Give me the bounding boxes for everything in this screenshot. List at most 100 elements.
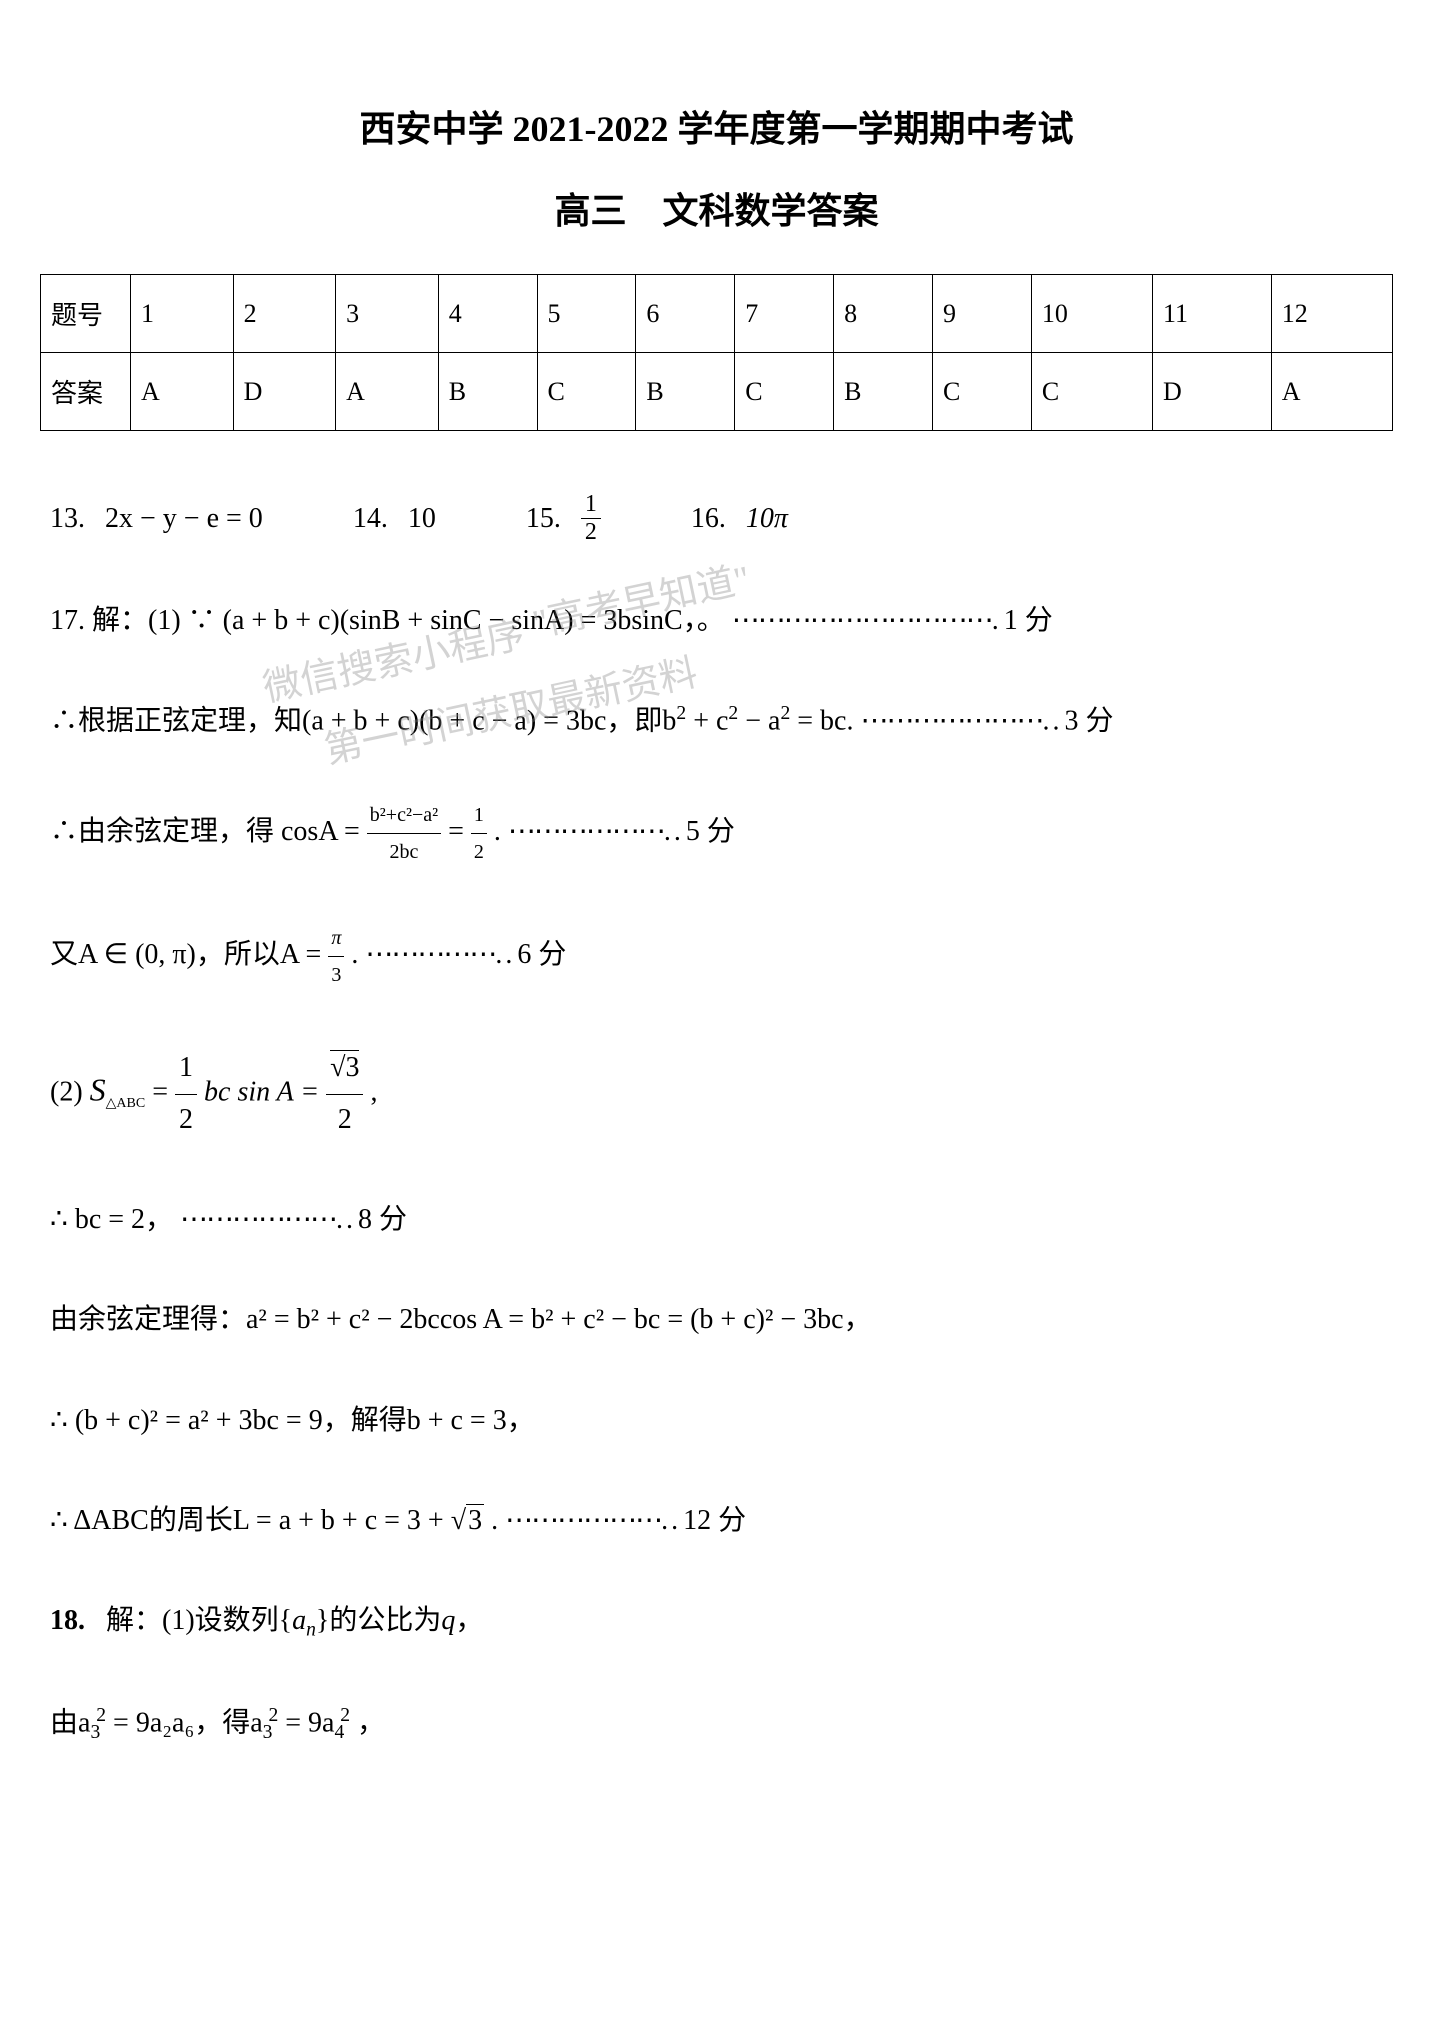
- ans-6: B: [636, 353, 735, 431]
- l18-1-rest: 解：(1)设数列{an}的公比为q，: [92, 1605, 483, 1636]
- col-11: 11: [1153, 275, 1272, 353]
- q14: 14. 10: [353, 503, 436, 535]
- q15: 15. 1 2: [526, 491, 601, 546]
- title-main: 西安中学 2021-2022 学年度第一学期期中考试: [40, 100, 1393, 152]
- l17-5-frac1-den: 2: [175, 1095, 197, 1145]
- line-17-6: ∴ bc = 2， ⋯⋯⋯⋯⋯⋯. . 8 分: [50, 1195, 1393, 1245]
- l17-4-post: .: [351, 939, 358, 970]
- q16: 16. 10π: [691, 503, 788, 535]
- dots: ⋯⋯⋯⋯⋯⋯⋯⋯⋯⋯.: [732, 605, 997, 636]
- q13-num: 13.: [50, 503, 85, 535]
- q15-frac-num: 1: [581, 491, 601, 519]
- q13-ans: 2x − y − e = 0: [105, 503, 263, 535]
- line-17-4: 又A ∈ (0, π)，所以A = π 3 . ⋯⋯⋯⋯⋯. . 6 分: [50, 920, 1393, 993]
- l17-3-frac1: b²+c²−a² 2bc: [367, 797, 441, 870]
- q13: 13. 2x − y − e = 0: [50, 503, 263, 535]
- line-18-2: 由a32 = 9a₂a₆，得a32 = 9a42 ，: [50, 1698, 1393, 1750]
- l17-2-mid: + c: [693, 706, 728, 737]
- q14-ans: 10: [408, 503, 436, 535]
- dots: ⋯⋯⋯⋯⋯⋯. .: [180, 1204, 351, 1235]
- table-answer-row: 答案 A D A B C B C B C C D A: [41, 353, 1393, 431]
- ans-4: B: [438, 353, 537, 431]
- l17-5-frac2-den: 2: [326, 1095, 363, 1145]
- col-10: 10: [1031, 275, 1152, 353]
- header-label: 题号: [41, 275, 131, 353]
- ans-12: A: [1271, 353, 1392, 431]
- answer-label: 答案: [41, 353, 131, 431]
- ans-9: C: [932, 353, 1031, 431]
- l18-2-pre: 由a: [50, 1708, 90, 1739]
- ans-5: C: [537, 353, 636, 431]
- l17-4-score: 6 分: [517, 939, 566, 970]
- col-4: 4: [438, 275, 537, 353]
- line-17-8: ∴ (b + c)² = a² + 3bc = 9，解得b + c = 3，: [50, 1396, 1393, 1446]
- col-9: 9: [932, 275, 1031, 353]
- l17-1-text: 17. 解：(1) ∵ (a + b + c)(sinB + sinC − si…: [50, 605, 725, 636]
- l17-5-mid: bc sin A =: [204, 1076, 326, 1107]
- l17-3-frac2: 1 2: [471, 797, 487, 870]
- l17-5-s: S: [90, 1071, 106, 1107]
- line-17-3: ∴由余弦定理，得 cosA = b²+c²−a² 2bc = 1 2 . ⋯⋯⋯…: [50, 797, 1393, 870]
- answer-table: 题号 1 2 3 4 5 6 7 8 9 10 11 12 答案 A D A B…: [40, 274, 1393, 431]
- l17-9-post: .: [491, 1505, 498, 1536]
- l17-4-frac-den: 3: [328, 957, 344, 993]
- l17-3-pre: ∴由余弦定理，得 cosA =: [50, 816, 367, 847]
- l17-3-frac1-num: b²+c²−a²: [367, 797, 441, 834]
- ans-11: D: [1153, 353, 1272, 431]
- l17-2-post: = bc.: [797, 706, 853, 737]
- l17-5-frac2: √3 2: [326, 1043, 363, 1145]
- ans-3: A: [336, 353, 439, 431]
- l17-6-score: 8 分: [358, 1204, 407, 1235]
- line-17-5: (2) S△ABC = 1 2 bc sin A = √3 2 ,: [50, 1043, 1393, 1145]
- l17-4-frac: π 3: [328, 920, 344, 993]
- l17-2-mid2: − a: [745, 706, 780, 737]
- l17-2-score: 3 分: [1064, 706, 1113, 737]
- l17-5-frac1-num: 1: [175, 1043, 197, 1094]
- ans-8: B: [834, 353, 933, 431]
- l17-5-frac2-num: √3: [326, 1043, 363, 1094]
- fill-blank-row: 13. 2x − y − e = 0 14. 10 15. 1 2 16. 10…: [50, 491, 1393, 546]
- l17-5-post: ,: [370, 1076, 377, 1107]
- l17-5-pre: (2): [50, 1076, 90, 1107]
- l17-5-frac1: 1 2: [175, 1043, 197, 1145]
- l17-4-frac-num: π: [328, 920, 344, 957]
- col-8: 8: [834, 275, 933, 353]
- q14-num: 14.: [353, 503, 388, 535]
- dots: ⋯⋯⋯⋯⋯⋯⋯. .: [860, 706, 1057, 737]
- l17-9-sqrt: 3: [466, 1504, 484, 1536]
- q15-frac-den: 2: [581, 519, 601, 546]
- l18-1-text: 18.: [50, 1605, 85, 1636]
- q15-num: 15.: [526, 503, 561, 535]
- q15-frac: 1 2: [581, 491, 601, 546]
- col-5: 5: [537, 275, 636, 353]
- line-17-1: 17. 解：(1) ∵ (a + b + c)(sinB + sinC − si…: [50, 596, 1393, 646]
- col-6: 6: [636, 275, 735, 353]
- line-18-1: 18. 解：(1)设数列{an}的公比为q，: [50, 1596, 1393, 1648]
- l17-9-score: 12 分: [683, 1505, 746, 1536]
- ans-7: C: [735, 353, 834, 431]
- col-1: 1: [131, 275, 234, 353]
- table-header-row: 题号 1 2 3 4 5 6 7 8 9 10 11 12: [41, 275, 1393, 353]
- dots: ⋯⋯⋯⋯⋯⋯. .: [505, 1505, 676, 1536]
- l17-5-sub: △ABC: [106, 1096, 146, 1111]
- l17-3-frac2-num: 1: [471, 797, 487, 834]
- q16-num: 16.: [691, 503, 726, 535]
- l17-4-pre: 又A ∈ (0, π)，所以A =: [50, 939, 328, 970]
- l17-2-pre: ∴根据正弦定理，知(a + b + c)(b + c − a) = 3bc，即b: [50, 706, 676, 737]
- l17-6-pre: ∴ bc = 2，: [50, 1204, 173, 1235]
- l18-2-post: ，: [357, 1708, 385, 1739]
- l17-1-score: 1 分: [1004, 605, 1053, 636]
- l17-3-eq: =: [448, 816, 471, 847]
- ans-10: C: [1031, 353, 1152, 431]
- dots: ⋯⋯⋯⋯⋯. .: [365, 939, 510, 970]
- l17-7-text: 由余弦定理得：a² = b² + c² − 2bccos A = b² + c²…: [50, 1304, 872, 1335]
- line-17-7: 由余弦定理得：a² = b² + c² − 2bccos A = b² + c²…: [50, 1295, 1393, 1345]
- line-17-9: ∴ ΔABC的周长L = a + b + c = 3 + √3 . ⋯⋯⋯⋯⋯⋯…: [50, 1496, 1393, 1546]
- l17-5-eq1: =: [152, 1076, 175, 1107]
- l17-3-score: 5 分: [686, 816, 735, 847]
- l18-2-mid2: = 9a: [285, 1708, 334, 1739]
- l18-2-mid1: = 9a₂a₆，得a: [113, 1708, 263, 1739]
- l17-8-text: ∴ (b + c)² = a² + 3bc = 9，解得b + c = 3，: [50, 1405, 535, 1436]
- col-2: 2: [233, 275, 336, 353]
- dots: ⋯⋯⋯⋯⋯⋯. .: [508, 816, 679, 847]
